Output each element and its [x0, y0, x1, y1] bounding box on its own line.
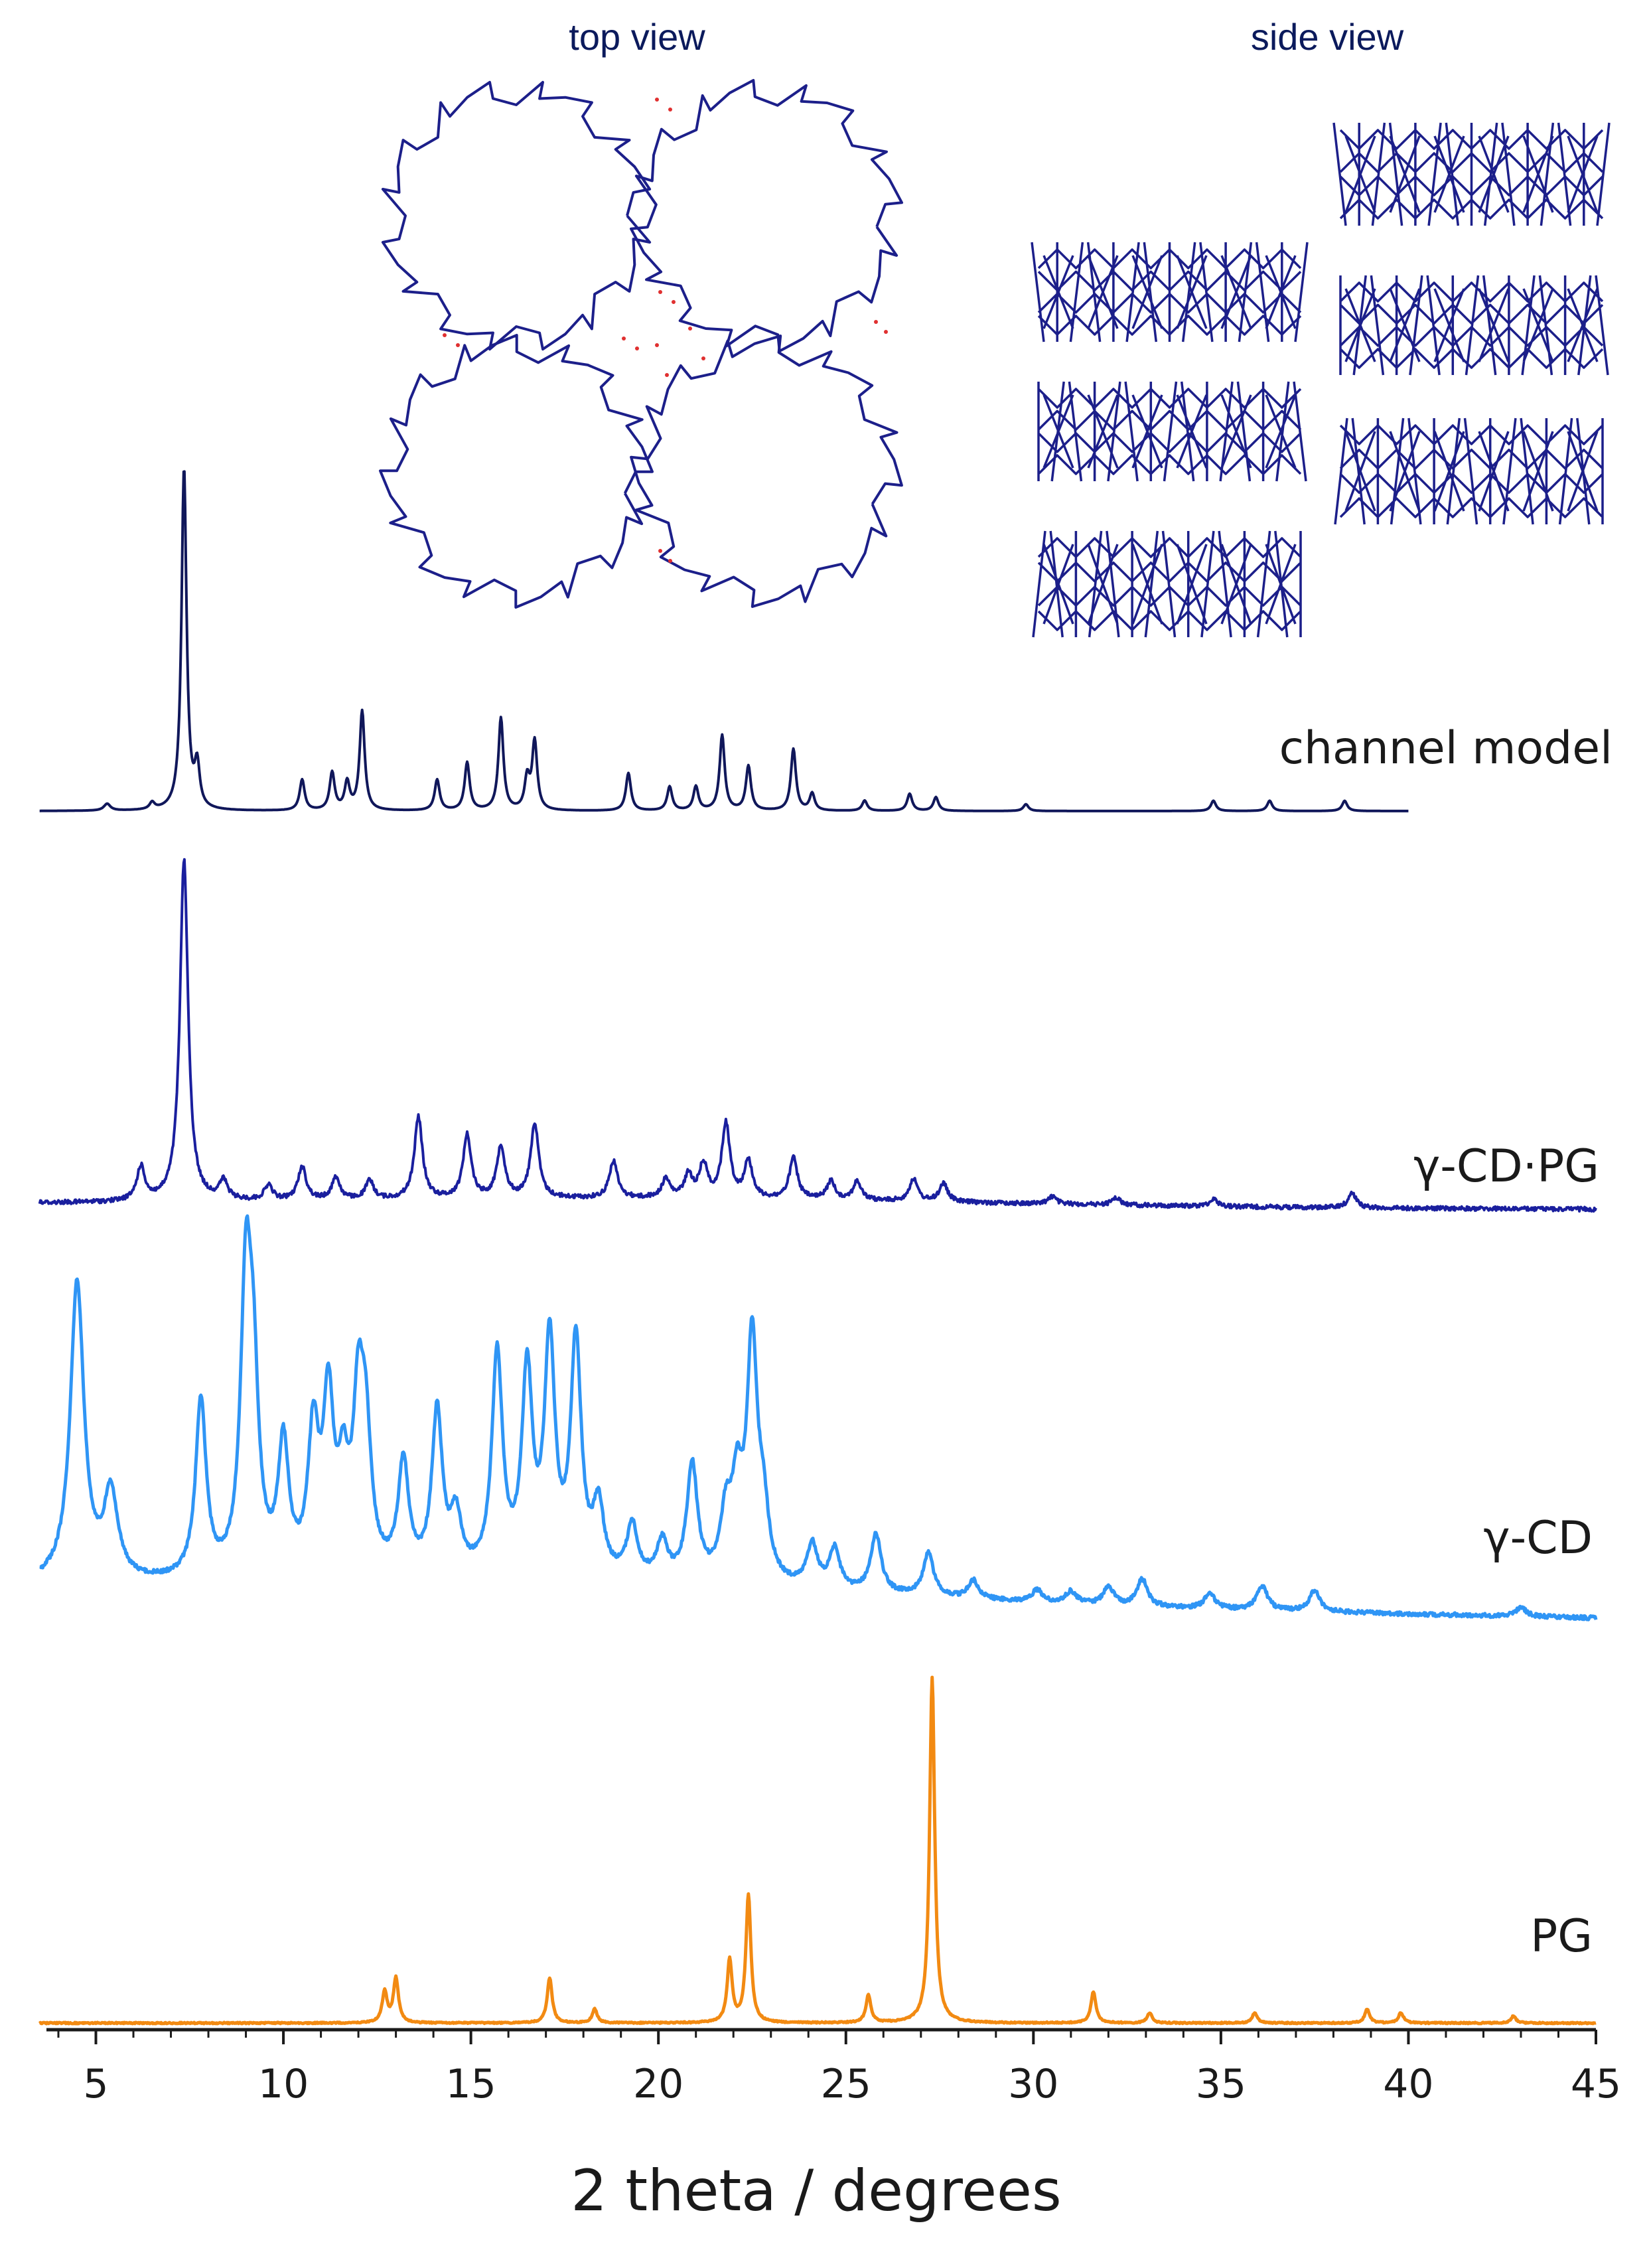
label-pg: PG	[1530, 1910, 1593, 1963]
cd-ring	[379, 334, 654, 609]
cd-stack-side	[1334, 417, 1604, 525]
label-gcd-pg: γ-CD·PG	[1413, 1140, 1599, 1193]
trace-channel-model	[38, 470, 1409, 812]
side-view-label: side view	[1251, 16, 1404, 58]
trace-pg	[38, 1675, 1597, 2026]
top-view-label: top view	[569, 16, 705, 58]
x-tick-label-25: 25	[821, 2061, 871, 2107]
water-dot	[443, 333, 447, 337]
water-dot	[655, 343, 659, 347]
x-tick-label-30: 30	[1008, 2061, 1058, 2107]
x-tick-label-20: 20	[633, 2061, 683, 2107]
side-view-molecules	[1031, 122, 1611, 638]
trace-gcd-pg	[38, 858, 1597, 1213]
cd-stack-side	[1032, 530, 1302, 638]
water-dot	[668, 559, 672, 563]
water-dot	[655, 98, 659, 102]
x-tick-label-40: 40	[1383, 2061, 1433, 2107]
water-dot	[635, 346, 639, 350]
series-traces	[38, 470, 1598, 2026]
cd-ring	[630, 79, 903, 352]
water-dot	[665, 373, 669, 377]
trace-gcd	[38, 1214, 1598, 1622]
water-dot	[701, 356, 705, 360]
water-dots	[443, 98, 888, 563]
water-dot	[622, 337, 626, 340]
cd-stack-side	[1339, 275, 1609, 376]
water-dot	[688, 327, 692, 331]
water-dot	[668, 108, 672, 112]
water-dot	[874, 320, 878, 324]
cd-stack-side	[1037, 381, 1307, 482]
x-tick-label-10: 10	[258, 2061, 309, 2107]
cd-ring	[381, 80, 652, 351]
x-tick-label-5: 5	[83, 2061, 108, 2107]
x-tick-label-45: 45	[1571, 2061, 1621, 2107]
water-dot	[658, 549, 662, 553]
structure-inset: top view side view	[379, 16, 1611, 638]
x-axis: 5 10 15 20 25 30 35 40 45	[46, 2028, 1621, 2107]
x-tick-label-35: 35	[1196, 2061, 1246, 2107]
water-dot	[658, 290, 662, 294]
cd-ring	[630, 335, 903, 608]
top-view-molecule-rings	[379, 79, 903, 609]
x-tick-label-15: 15	[445, 2061, 496, 2107]
label-channel-model: channel model	[1279, 722, 1613, 775]
x-axis-title: 2 theta / degrees	[571, 2158, 1061, 2224]
water-dot	[456, 343, 460, 347]
water-dot	[672, 300, 676, 304]
label-gcd: γ-CD	[1483, 1512, 1593, 1564]
cd-stack-side	[1332, 122, 1611, 226]
water-dot	[884, 330, 888, 334]
cd-stack-side	[1031, 242, 1309, 342]
